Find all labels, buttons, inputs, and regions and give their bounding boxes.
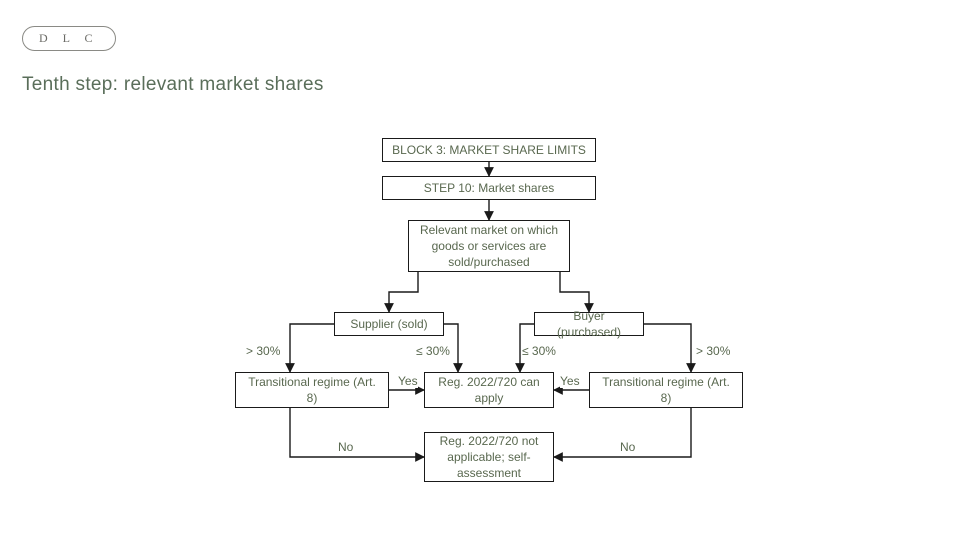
flow-node-step10: STEP 10: Market shares bbox=[382, 176, 596, 200]
flow-edge-3 bbox=[560, 272, 589, 312]
flow-node-trans_left: Transitional regime (Art. 8) bbox=[235, 372, 389, 408]
flow-edge-label-9: Yes bbox=[560, 374, 580, 388]
flow-node-relevant: Relevant market on which goods or servic… bbox=[408, 220, 570, 272]
flow-edge-10 bbox=[290, 408, 424, 457]
flow-edge-label-7: > 30% bbox=[696, 344, 730, 358]
flow-node-buyer: Buyer (purchased) bbox=[534, 312, 644, 336]
flow-edge-label-6: ≤ 30% bbox=[522, 344, 556, 358]
flow-edge-2 bbox=[389, 272, 418, 312]
flow-node-supplier: Supplier (sold) bbox=[334, 312, 444, 336]
flow-node-trans_right: Transitional regime (Art. 8) bbox=[589, 372, 743, 408]
flow-edge-label-11: No bbox=[620, 440, 635, 454]
flow-edge-label-10: No bbox=[338, 440, 353, 454]
brand-logo: D L C bbox=[22, 26, 116, 51]
flow-node-can_apply: Reg. 2022/720 can apply bbox=[424, 372, 554, 408]
page-title: Tenth step: relevant market shares bbox=[22, 74, 324, 96]
flow-node-block3: BLOCK 3: MARKET SHARE LIMITS bbox=[382, 138, 596, 162]
logo-text: D L C bbox=[39, 31, 99, 45]
flow-node-not_apply: Reg. 2022/720 not applicable; self-asses… bbox=[424, 432, 554, 482]
flowchart-canvas: BLOCK 3: MARKET SHARE LIMITS STEP 10: Mar… bbox=[0, 138, 960, 538]
flow-edge-label-8: Yes bbox=[398, 374, 418, 388]
flow-edge-label-4: > 30% bbox=[246, 344, 280, 358]
flow-edge-label-5: ≤ 30% bbox=[416, 344, 450, 358]
